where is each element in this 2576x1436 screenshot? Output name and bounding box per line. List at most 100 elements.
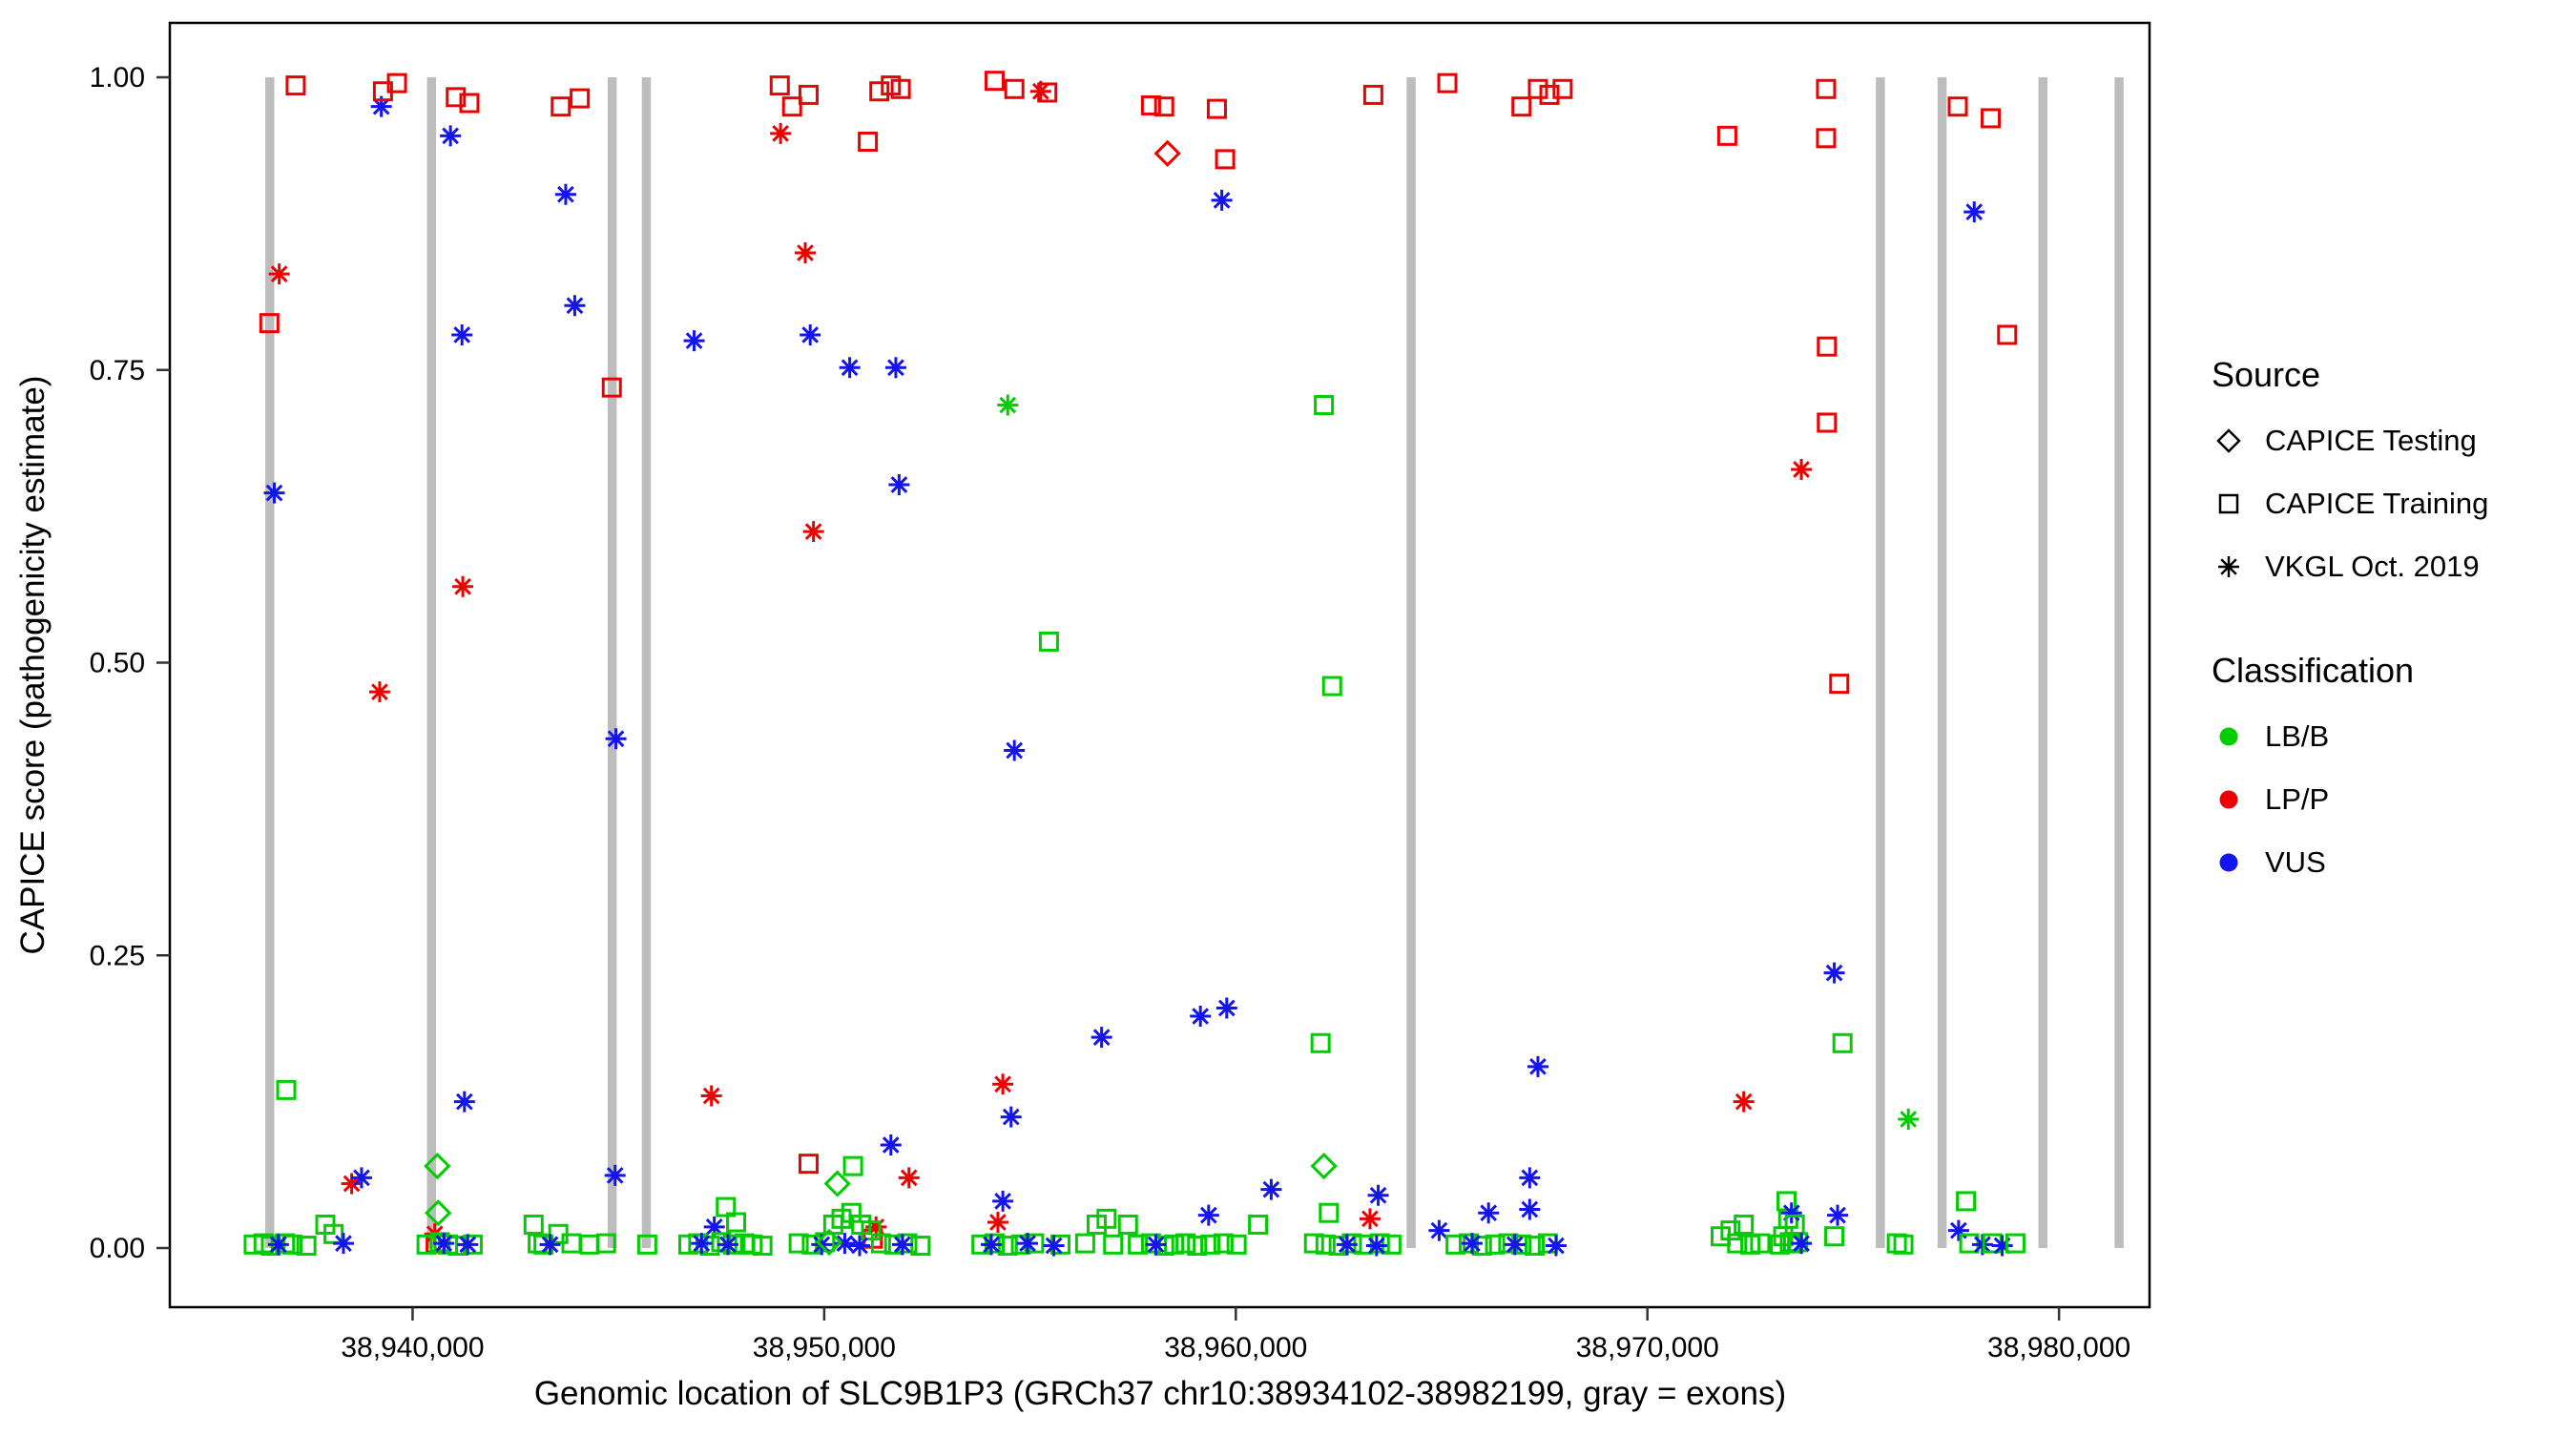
data-point [1336,1234,1358,1256]
data-point [800,323,821,345]
data-point [601,377,622,398]
legend: Source CAPICE Testing CAPICE Training VK… [2212,355,2488,947]
exon-bar [426,77,437,1248]
green-dot-icon [2219,727,2238,746]
data-point [551,96,571,117]
data-point [997,394,1019,416]
data-point [1527,78,1548,99]
data-point [795,242,817,264]
data-point [451,323,473,345]
data-point [1367,1184,1389,1206]
x-tick-label: 38,970,000 [1576,1332,1719,1363]
data-point [285,75,306,96]
data-point [1117,1214,1138,1235]
data-point [1215,997,1237,1019]
data-point [424,1152,451,1180]
legend-group-classification: Classification LB/B LP/P VUS [2212,651,2488,880]
data-point [1362,84,1383,105]
data-point [1552,78,1573,99]
data-point [1043,1235,1065,1257]
data-point [1791,459,1813,481]
x-tick-label: 38,940,000 [341,1332,484,1363]
data-point [554,183,576,205]
data-point [368,681,390,703]
legend-item-lpp: LP/P [2212,782,2488,817]
x-axis-title: Genomic location of SLC9B1P3 (GRCh37 chr… [534,1375,1786,1412]
data-point [1823,962,1845,984]
data-point [726,1212,747,1233]
data-point [1733,1091,1755,1113]
exon-bar [2114,77,2124,1248]
data-point [1824,1226,1845,1247]
data-point [267,1234,289,1256]
data-point [1428,1219,1450,1241]
legend-label: LP/P [2265,782,2330,816]
data-point [1310,1152,1338,1180]
data-point [1038,631,1059,652]
data-point [446,87,467,108]
data-point [1525,1236,1546,1257]
data-point [332,1233,354,1255]
data-point [2005,1233,2025,1254]
data-point [1991,1235,2013,1257]
data-point [564,295,586,317]
y-axis-title: CAPICE score (pathogenicity estimate) [14,376,52,955]
data-point [636,1234,657,1255]
data-point [1539,84,1560,105]
data-point [987,1212,1008,1234]
data-point [752,1236,773,1257]
data-point [1504,1234,1526,1256]
data-point [769,75,790,96]
data-point [1303,1233,1324,1254]
data-point [1365,1235,1387,1257]
blue-dot-icon [2219,853,2238,872]
legend-item-capice-testing: CAPICE Testing [2212,424,2488,458]
data-point [1437,73,1458,94]
data-point [888,473,910,495]
legend-label: CAPICE Testing [2265,424,2477,457]
legend-label: CAPICE Training [2265,487,2489,520]
data-point [595,1233,616,1254]
data-point [1947,96,1968,117]
data-point [296,1236,317,1257]
data-point [1956,1191,1977,1212]
data-point [1816,128,1837,149]
data-point [539,1234,561,1256]
data-point [1140,94,1161,115]
data-point [1103,1234,1124,1255]
data-point [1000,1106,1022,1128]
data-point [1145,1234,1167,1256]
data-point [1215,149,1236,170]
data-point [1981,108,2002,129]
red-dot-icon [2219,790,2238,809]
data-point [276,1079,297,1100]
plot-panel-border [168,21,2151,1309]
data-point [1096,1208,1117,1229]
data-point [984,71,1005,92]
data-point [1004,78,1025,99]
data-point [1716,125,1737,146]
data-point [870,1233,891,1254]
legend-title-source: Source [2212,355,2321,394]
data-point [1315,1234,1336,1255]
data-point [259,313,280,334]
data-point [884,357,906,379]
data-point [1213,1233,1234,1254]
legend-group-source: Source CAPICE Testing CAPICE Training VK… [2212,355,2488,584]
asterisk-icon [2218,556,2239,577]
data-point [370,95,392,117]
data-point [890,78,911,99]
data-point [880,1134,902,1156]
data-point [1369,1233,1390,1254]
data-point [1817,336,1838,357]
data-point [802,521,824,543]
data-point [1461,1233,1483,1255]
exon-bar [265,77,275,1248]
exon-bar [1937,77,1947,1248]
exon-bar [607,77,617,1248]
data-point [842,1155,863,1176]
legend-label: VKGL Oct. 2019 [2265,550,2480,583]
diamond-icon [2216,428,2241,453]
x-tick-label: 38,960,000 [1164,1332,1307,1363]
